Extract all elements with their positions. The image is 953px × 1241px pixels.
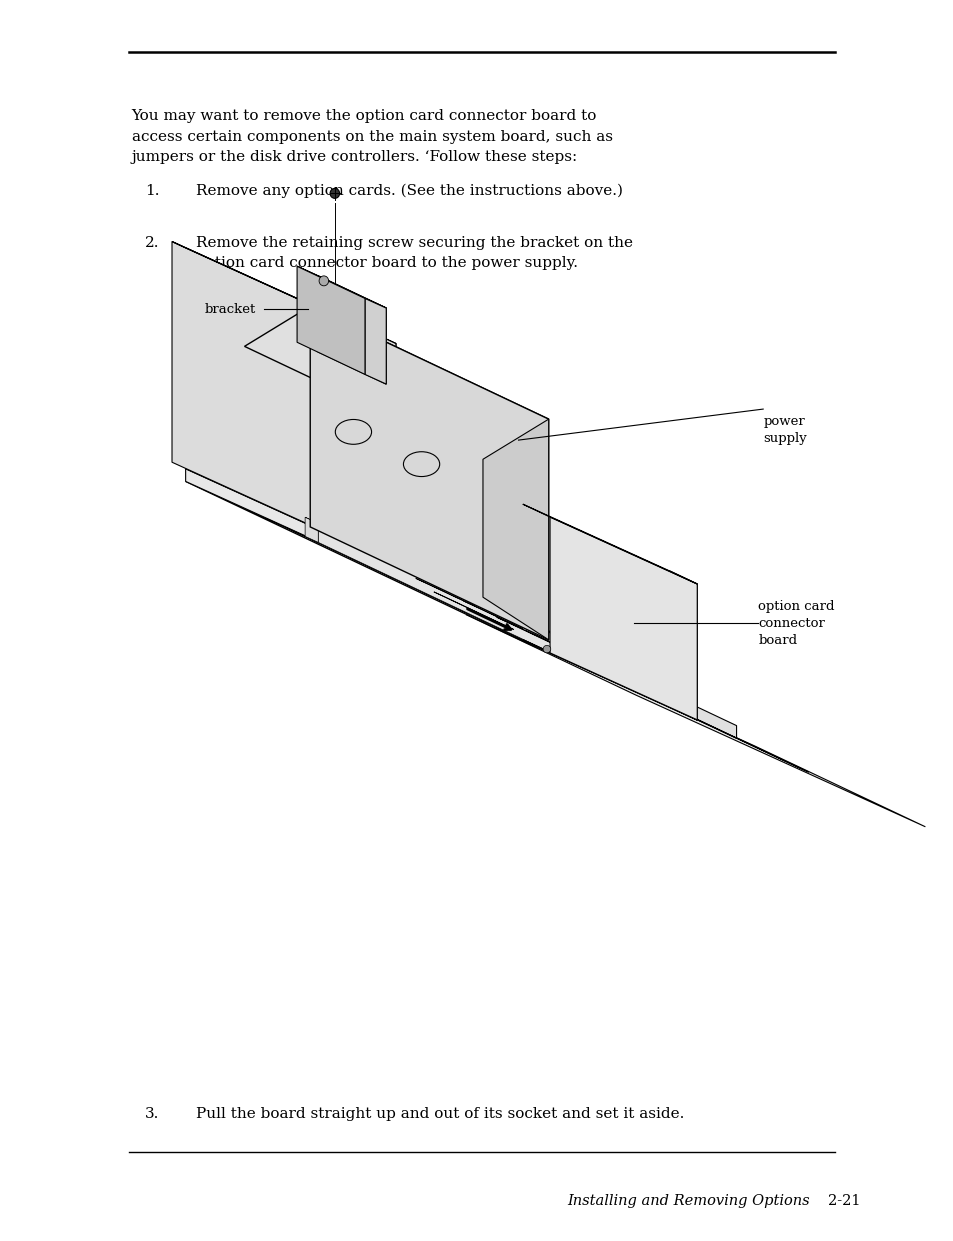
Text: Installing and Removing Options: Installing and Removing Options	[567, 1194, 809, 1207]
Text: 2.: 2.	[145, 236, 159, 249]
Polygon shape	[497, 617, 568, 652]
Ellipse shape	[330, 189, 339, 199]
Polygon shape	[368, 546, 626, 668]
Polygon shape	[172, 242, 395, 344]
Text: 1.: 1.	[145, 184, 159, 197]
Text: Remove any option cards. (See the instructions above.): Remove any option cards. (See the instru…	[195, 184, 622, 199]
Polygon shape	[350, 556, 627, 688]
Polygon shape	[389, 556, 402, 581]
Polygon shape	[522, 640, 697, 720]
Polygon shape	[305, 517, 563, 639]
Polygon shape	[326, 527, 339, 552]
Polygon shape	[329, 547, 606, 679]
Polygon shape	[244, 307, 548, 459]
Text: 3.: 3.	[145, 1107, 159, 1121]
Polygon shape	[326, 527, 584, 649]
Polygon shape	[669, 571, 697, 720]
Polygon shape	[317, 276, 386, 385]
Ellipse shape	[542, 645, 550, 653]
Polygon shape	[186, 469, 395, 577]
Polygon shape	[482, 419, 548, 640]
Polygon shape	[172, 242, 382, 558]
Polygon shape	[296, 267, 386, 308]
Polygon shape	[347, 536, 360, 561]
Text: You may want to remove the option card connector board to
access certain compone: You may want to remove the option card c…	[132, 109, 612, 164]
Ellipse shape	[403, 452, 439, 477]
Polygon shape	[550, 517, 697, 720]
Polygon shape	[318, 524, 563, 659]
Polygon shape	[368, 546, 381, 571]
Polygon shape	[266, 519, 543, 649]
Polygon shape	[339, 532, 584, 668]
Polygon shape	[434, 592, 514, 629]
Text: option card
connector
board: option card connector board	[758, 599, 834, 647]
Polygon shape	[371, 566, 648, 697]
Polygon shape	[347, 536, 605, 659]
Text: power
supply: power supply	[762, 416, 806, 446]
Polygon shape	[463, 601, 522, 629]
Polygon shape	[554, 644, 626, 679]
Text: 2-21: 2-21	[827, 1194, 860, 1207]
Polygon shape	[287, 527, 564, 659]
Polygon shape	[522, 504, 697, 585]
Text: Remove the retaining screw securing the bracket on the
option card connector boa: Remove the retaining screw securing the …	[195, 236, 632, 271]
Polygon shape	[386, 572, 808, 772]
Text: Pull the board straight up and out of its socket and set it aside.: Pull the board straight up and out of it…	[195, 1107, 683, 1121]
Polygon shape	[395, 565, 736, 738]
Polygon shape	[365, 299, 386, 385]
Polygon shape	[583, 658, 655, 691]
Polygon shape	[308, 537, 585, 669]
Polygon shape	[305, 517, 318, 542]
Polygon shape	[296, 267, 365, 375]
Polygon shape	[186, 248, 395, 565]
Ellipse shape	[318, 276, 328, 285]
Polygon shape	[389, 556, 647, 678]
Polygon shape	[525, 630, 597, 664]
Text: bracket: bracket	[205, 303, 256, 315]
Polygon shape	[465, 614, 924, 827]
Polygon shape	[416, 578, 475, 606]
Polygon shape	[360, 542, 605, 678]
Polygon shape	[310, 307, 548, 640]
Ellipse shape	[335, 419, 371, 444]
Polygon shape	[186, 482, 736, 738]
Polygon shape	[382, 338, 395, 565]
Polygon shape	[402, 561, 647, 696]
Polygon shape	[381, 552, 626, 688]
